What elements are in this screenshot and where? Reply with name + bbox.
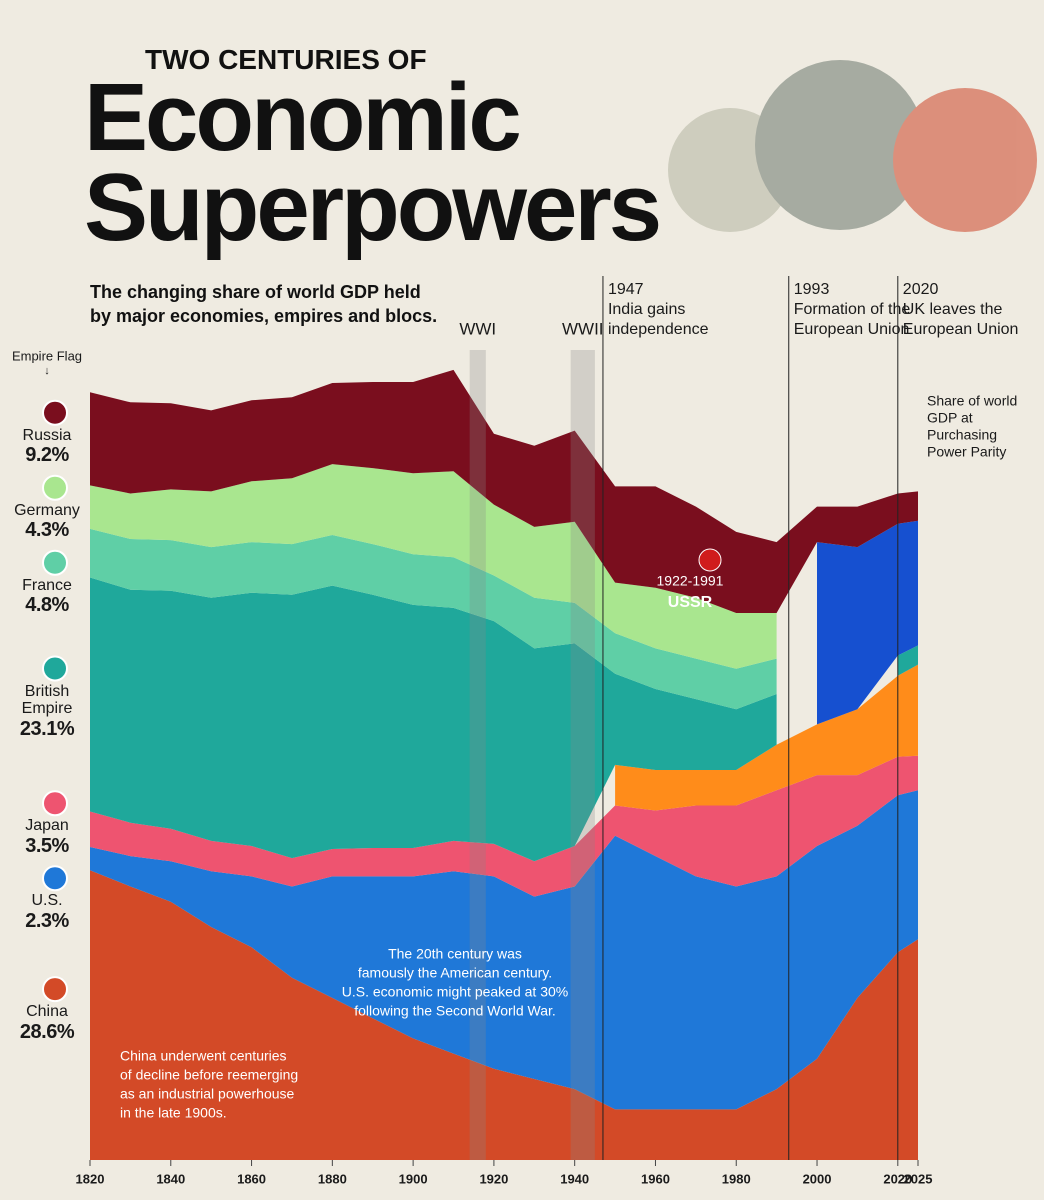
china-note: as an industrial powerhouse [120,1086,295,1102]
ussr-years: 1922-1991 [657,573,724,589]
measure-note: Share of world [927,393,1017,409]
measure-note: Power Parity [927,444,1006,460]
event-text: European Union [794,321,910,338]
event-text: European Union [903,321,1019,338]
title: Superpowers [84,154,662,261]
us-note: U.S. economic might peaked at 30% [342,984,568,1000]
x-tick-label: 1980 [722,1171,751,1186]
area-segment [897,645,918,676]
war-label: WWI [459,319,496,338]
event-year: 2020 [903,281,939,298]
series-label: Germany 4.3% [2,502,92,542]
x-tick-label: 1860 [237,1171,266,1186]
series-value-label: 4.8% [25,594,69,617]
series-name: U.S. [31,892,63,910]
area-segment [90,464,777,669]
x-tick-label: 2025 [904,1171,933,1186]
china-note: of decline before reemerging [120,1067,298,1083]
area-segment [90,755,918,897]
us-note: famously the American century. [358,965,552,981]
subtitle: The changing share of world GDP held [90,282,421,302]
flag-icon [42,790,68,817]
china-note: China underwent centuries [120,1048,287,1064]
area-segment [615,664,918,811]
series-label: Japan 3.5% [2,817,92,857]
measure-note: Purchasing [927,427,997,443]
flag-icon [42,976,68,1003]
area-segment [90,870,918,1160]
x-tick-label: 1880 [318,1171,347,1186]
event-text: UK leaves the [903,301,1003,318]
measure-note: GDP at [927,410,973,426]
flag-icon [42,549,68,576]
event-year: 1947 [608,281,644,298]
flag-icon [42,865,68,892]
war-band [469,350,486,1160]
series-value-label: 3.5% [25,834,69,857]
series-name: British Empire [21,682,73,718]
subtitle: by major economies, empires and blocs. [90,306,438,326]
series-label: France 4.8% [2,577,92,617]
flag-arrow-glyph: ↓ [44,365,50,377]
flag-icon [42,474,68,501]
flag-icon [42,655,68,682]
ussr-label: USSR [668,594,713,611]
title: Economic [84,64,522,171]
series-name: France [22,576,72,594]
event-text: independence [608,321,709,338]
x-tick-label: 1900 [399,1171,428,1186]
series-value-label: 2.3% [25,909,69,932]
series-label: China 28.6% [2,1003,92,1043]
war-label: WWII [562,319,604,338]
china-note: in the late 1900s. [120,1105,227,1121]
series-label: British Empire 23.1% [2,683,92,740]
flag-icon [42,399,68,426]
x-tick-label: 2020 [883,1171,912,1186]
x-tick-label: 1820 [76,1171,105,1186]
series-name: China [26,1003,68,1021]
area-segment [90,790,918,1110]
x-tick-label: 2000 [803,1171,832,1186]
us-note: The 20th century was [388,946,522,962]
x-tick-label: 1940 [560,1171,589,1186]
ussr-flag [698,548,722,572]
event-year: 1993 [794,281,830,298]
war-band [570,350,595,1160]
series-value-label: 4.3% [25,519,69,542]
event-text: India gains [608,301,685,318]
us-note: following the Second World War. [354,1003,556,1019]
series-name: Russia [22,426,72,444]
x-tick-label: 1960 [641,1171,670,1186]
flag-note: Empire Flag [12,348,82,363]
series-name: Germany [14,501,80,519]
series-label: U.S. 2.3% [2,892,92,932]
area-segment [90,528,777,710]
series-value-label: 9.2% [25,444,69,467]
portraits [668,60,1037,232]
series-label: Russia 9.2% [2,427,92,467]
series-value-label: 23.1% [19,717,75,740]
series-name: Japan [25,817,69,835]
area-segment [817,520,918,725]
area-segment [90,577,777,862]
kicker: TWO CENTURIES OF [145,44,427,75]
x-tick-label: 1920 [479,1171,508,1186]
x-tick-label: 1840 [156,1171,185,1186]
series-value-label: 28.6% [19,1020,75,1043]
event-text: Formation of the [794,301,911,318]
